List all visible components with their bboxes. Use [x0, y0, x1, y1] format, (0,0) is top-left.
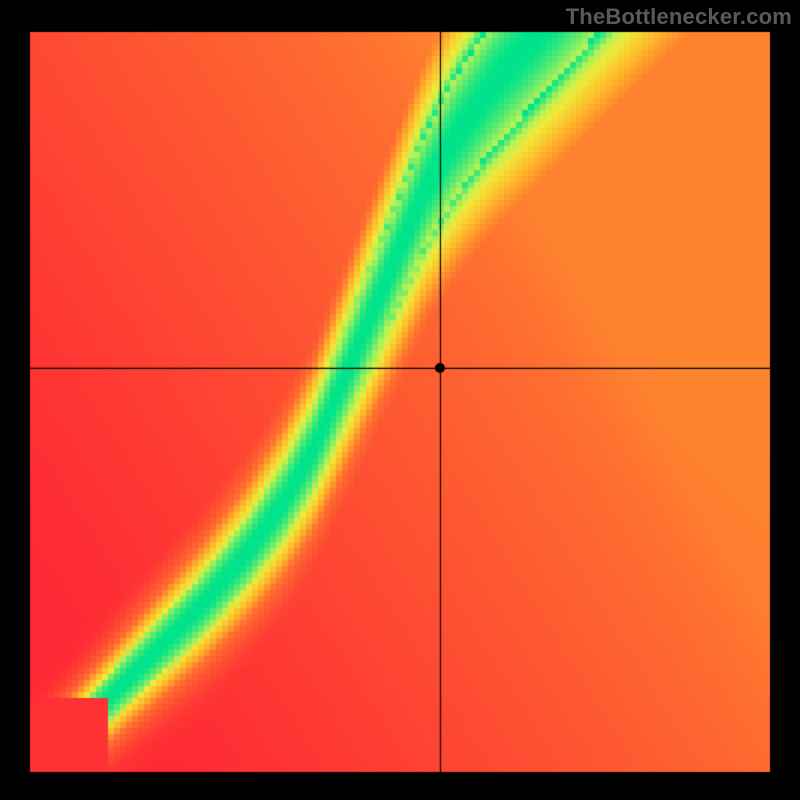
watermark-text: TheBottlenecker.com: [566, 4, 792, 30]
bottleneck-heatmap: [0, 0, 800, 800]
root: TheBottlenecker.com: [0, 0, 800, 800]
